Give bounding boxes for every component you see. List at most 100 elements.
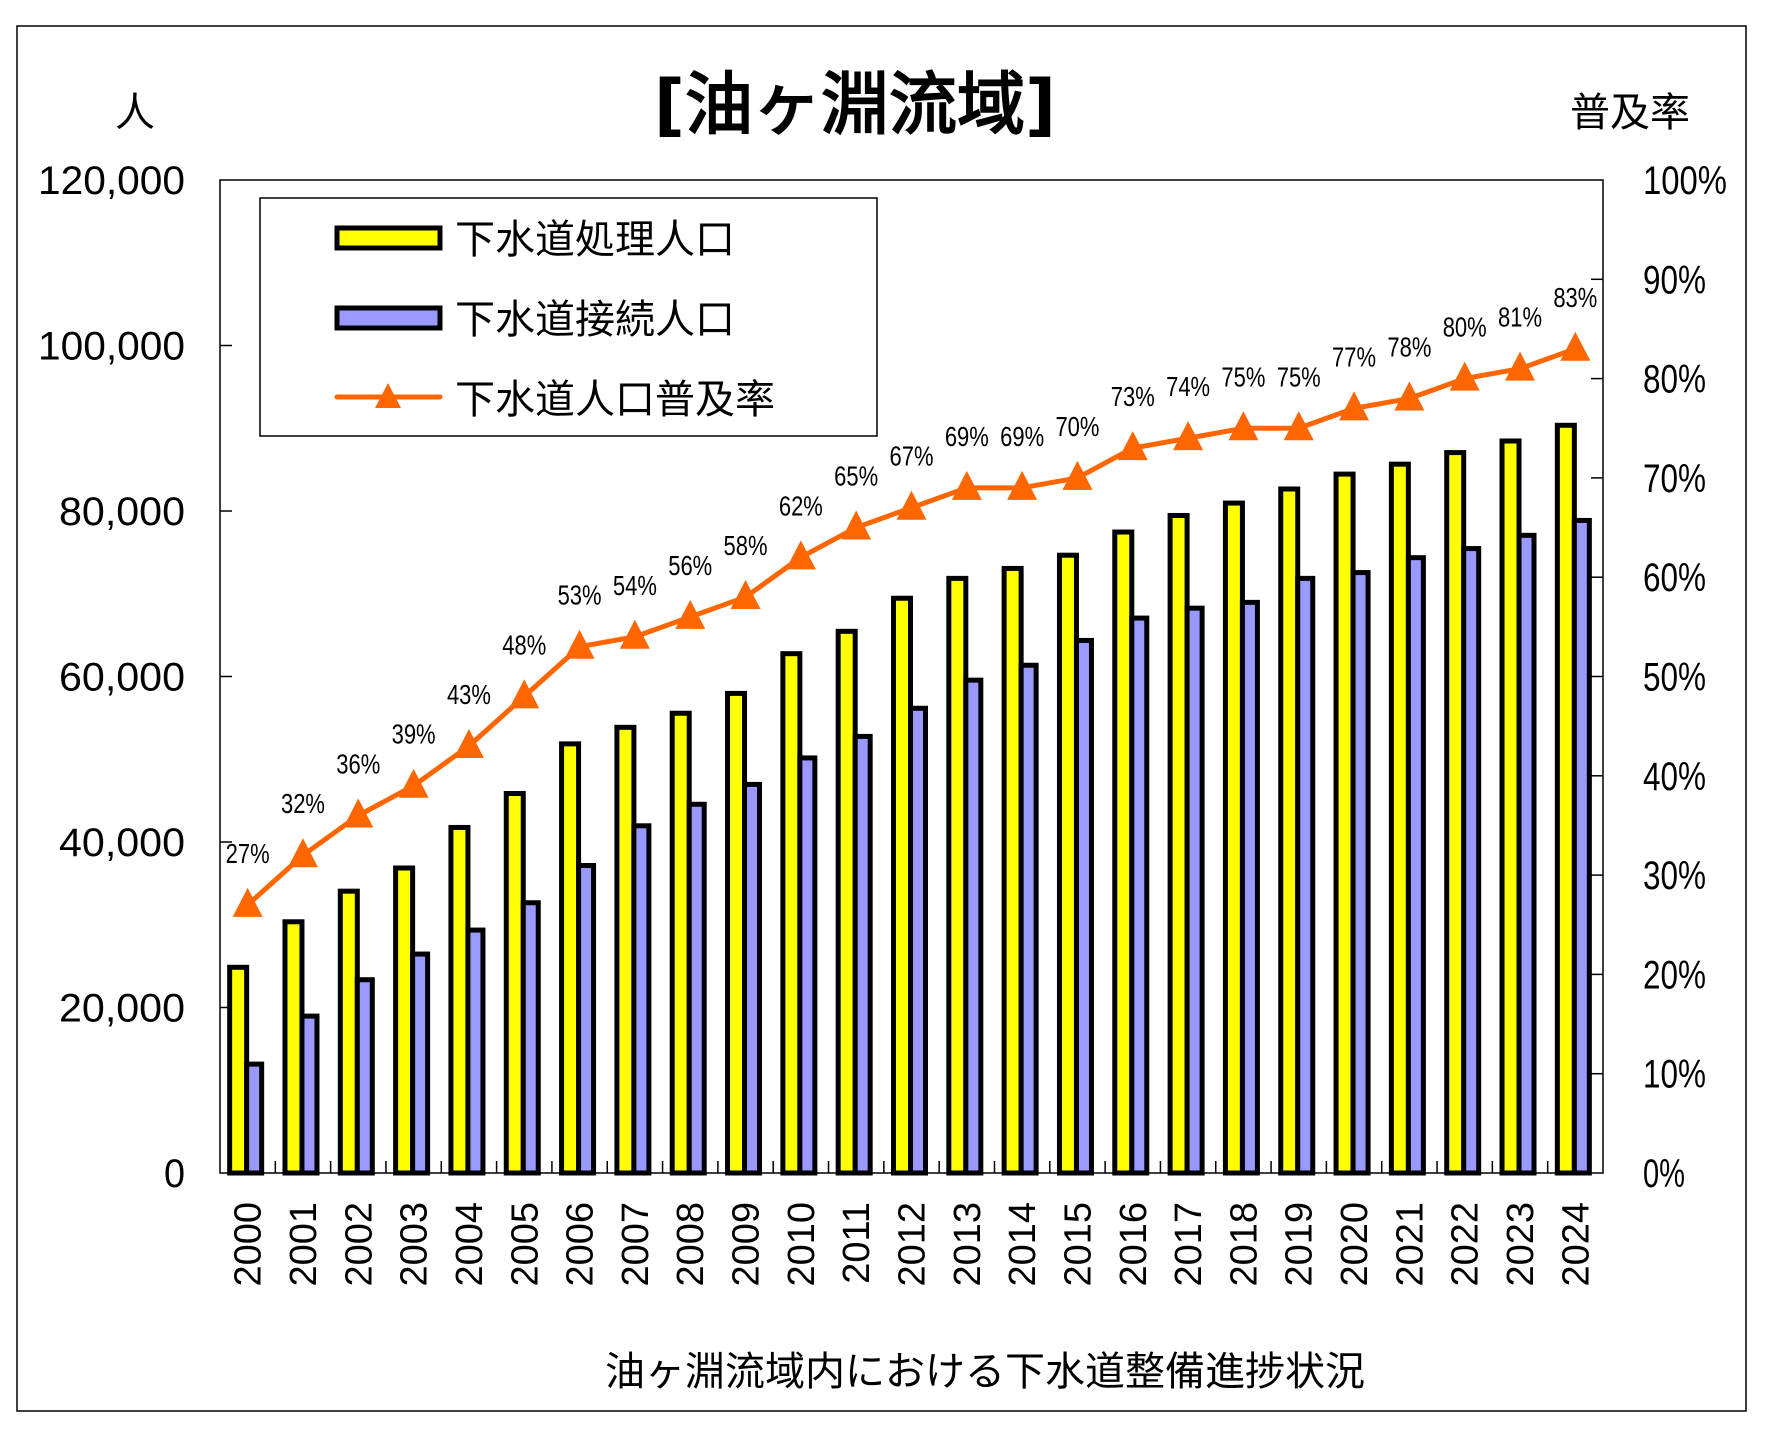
rate-marker-triangle [1394,381,1425,411]
rate-marker-triangle [951,470,982,500]
x-axis-tick-label: 2003 [394,1202,436,1287]
bar-treated-population [393,865,416,1176]
legend-swatch-treated [334,225,443,251]
rate-data-label: 48% [502,629,546,660]
left-axis-tick-label: 0 [164,1152,185,1196]
left-axis-tick-label: 60,000 [59,656,185,700]
bar-connected-population [1129,615,1150,1176]
right-axis-tick-label: 30% [1643,854,1706,898]
left-axis-tick-label: 80,000 [59,490,185,534]
rate-data-label: 77% [1332,341,1376,372]
rate-marker-triangle [1560,331,1591,361]
bar-connected-population [1073,637,1094,1176]
x-axis-tick-label: 2004 [449,1202,491,1287]
rate-data-label: 70% [1055,411,1099,442]
right-axis-tick-label: 10% [1643,1053,1706,1097]
bar-connected-population [576,863,597,1176]
x-axis-tick-label: 2022 [1445,1202,1487,1287]
x-axis-tick-label: 2005 [504,1202,546,1287]
bar-connected-population [1461,546,1482,1176]
rate-data-label: 69% [1000,421,1044,452]
rate-marker-triangle [1449,361,1480,391]
bar-connected-population [1018,662,1039,1176]
bar-treated-population [503,791,526,1176]
chart-title: [油ヶ淵流域] [654,66,1056,145]
x-axis-tick-label: 2006 [560,1202,602,1287]
right-axis-tick-label: 80% [1643,358,1706,402]
rate-marker-triangle [1505,351,1536,381]
left-axis: 0 20,000 40,000 60,000 80,000 100,000 120,000 [38,159,232,1196]
bars-layer [227,422,1592,1176]
x-axis-tick-label: 2013 [947,1202,989,1287]
left-axis-tick-label: 120,000 [38,159,185,203]
bar-treated-population [448,824,471,1176]
bar-connected-population [686,801,707,1176]
x-axis-tick-label: 2017 [1168,1202,1210,1287]
x-axis-tick-label: 2020 [1334,1202,1376,1287]
bar-treated-population [1333,471,1356,1176]
bar-treated-population [282,919,305,1176]
bar-connected-population [354,977,375,1176]
rate-marker-triangle [1228,411,1259,441]
rate-data-label: 62% [779,490,823,521]
x-axis: 2000 2001 2002 2003 2004 2005 2006 2007 2008 2009… [228,1161,1597,1287]
rate-marker-triangle [841,510,872,540]
bar-treated-population [1278,486,1301,1176]
bar-treated-population [725,690,748,1176]
x-axis-tick-label: 2015 [1057,1202,1099,1287]
right-axis-unit-label: 普及率 [1570,90,1690,136]
left-axis-tick-label: 20,000 [59,987,185,1031]
rate-marker-triangle [1117,431,1148,461]
bar-treated-population [1112,529,1135,1176]
line-layer: 27% 32% 36% 39% 43% 48% 53% 54% 56% 58% 62% 65% 67% 6… [226,282,1597,917]
bar-treated-population [1001,565,1024,1176]
x-axis-tick-label: 2016 [1113,1202,1155,1287]
rate-marker-triangle [619,619,650,649]
rate-data-label: 39% [392,719,436,750]
right-axis: 0% 10% 20% 30% 40% 50% 60% 70% 80% 90% 100% [1591,159,1727,1196]
rate-marker-triangle [287,838,318,868]
legend-marker-triangle-icon [375,383,401,408]
x-axis-tick-label: 2002 [338,1202,380,1287]
bar-treated-population [1167,512,1190,1176]
rate-data-label: 74% [1166,371,1210,402]
bar-connected-population [410,951,431,1176]
bar-treated-population [891,595,913,1176]
bar-connected-population [520,900,541,1176]
rate-data-label: 69% [945,421,989,452]
x-axis-tick-label: 2000 [228,1202,270,1287]
rate-data-label: 53% [558,580,602,611]
bar-connected-population [1295,575,1316,1176]
x-axis-tick-label: 2011 [836,1202,878,1284]
rate-data-label: 75% [1277,361,1321,392]
bar-connected-population [1239,599,1260,1176]
rate-marker-triangle [1173,421,1204,451]
bar-treated-population [1388,461,1411,1176]
bar-treated-population [1499,438,1522,1176]
bar-connected-population [1571,517,1592,1176]
right-axis-tick-label: 50% [1643,656,1706,700]
bar-connected-population [1516,532,1537,1176]
x-axis-tick-label: 2010 [781,1202,823,1287]
right-axis-tick-label: 0% [1643,1152,1685,1196]
x-axis-tick-label: 2007 [615,1202,657,1287]
bar-treated-population [559,741,582,1176]
rate-data-label: 56% [668,550,712,581]
right-axis-tick-label: 40% [1643,755,1706,799]
rate-marker-triangle [785,540,816,570]
rate-data-label: 81% [1498,302,1542,333]
bar-connected-population [742,781,763,1176]
x-axis-tick-label: 2019 [1279,1202,1321,1287]
rate-marker-triangle [1339,391,1370,421]
rate-data-label: 67% [890,441,934,472]
x-axis-tick-label: 2024 [1555,1202,1597,1287]
x-axis-tick-label: 2021 [1389,1202,1431,1287]
right-axis-tick-label: 60% [1643,556,1706,600]
rate-data-label: 32% [281,788,325,819]
legend: 下水道処理人口 下水道接続人口 下水道人口普及率 [259,197,878,437]
rate-marker-triangle [453,729,484,759]
right-axis-tick-label: 20% [1643,953,1706,997]
rate-marker-triangle [398,768,429,798]
bar-connected-population [465,927,486,1176]
x-axis-tick-label: 2023 [1500,1202,1542,1287]
